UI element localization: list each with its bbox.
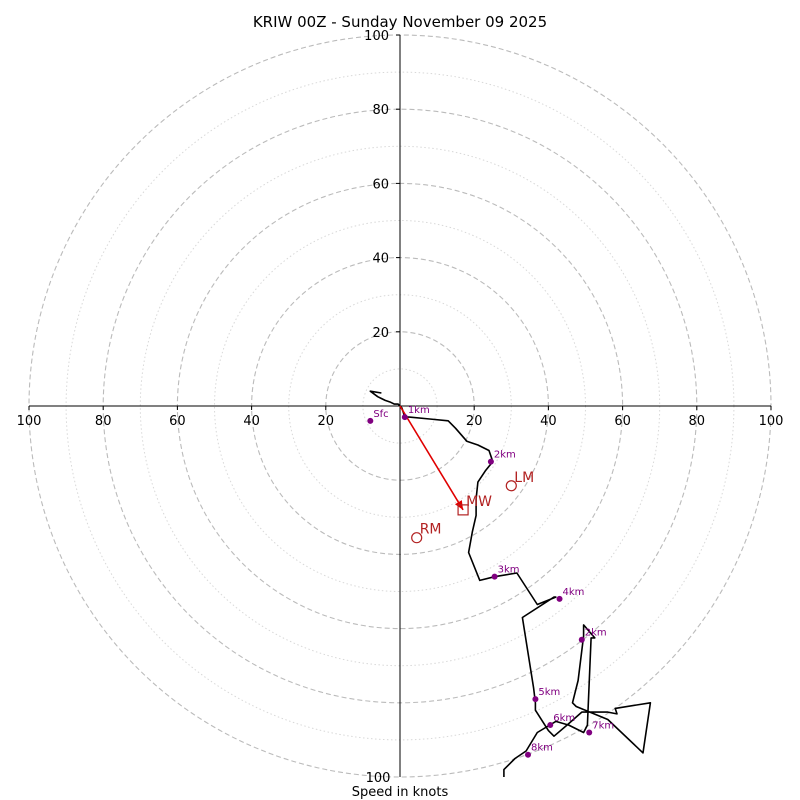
storm-motion-marker (457, 504, 469, 516)
tick-labels: 100 80 60 40 20 20 40 60 80 100 20 40 60 80 100 (17, 29, 784, 429)
storm-motion-markers: LM MW RM (411, 470, 534, 544)
height-marker-label: 6km (553, 713, 575, 724)
storm-motion-label: MW (466, 494, 492, 510)
storm-motion-label: LM (514, 470, 534, 486)
height-marker-dot (487, 458, 494, 465)
y-tick-label: 40 (372, 252, 389, 267)
x-axis-label: Speed in knots (352, 785, 449, 800)
storm-motion-marker (505, 480, 517, 492)
height-marker-dot (578, 636, 585, 643)
height-marker-dot (586, 729, 593, 736)
x-tick-label: 100 (17, 414, 42, 429)
height-marker-dot (556, 595, 563, 602)
height-marker-label: 3km (498, 565, 520, 576)
x-tick-label: 60 (614, 414, 631, 429)
height-marker-label: 8km (531, 743, 553, 754)
height-marker-dot (532, 696, 539, 703)
x-tick-label: 60 (169, 414, 186, 429)
height-marker-label: 2km (585, 628, 607, 639)
x-tick-label: 80 (689, 414, 706, 429)
height-marker-dot (401, 414, 408, 421)
height-marker-label: 4km (563, 587, 585, 598)
height-marker-label: Sfc (373, 409, 388, 420)
height-markers: Sfc 1km 2km 3km 4km 2km 5km 6km 7km 8km (367, 405, 614, 758)
x-tick-label: 20 (318, 414, 335, 429)
hodograph-line (369, 390, 652, 777)
chart-title: KRIW 00Z - Sunday November 09 2025 (253, 13, 547, 31)
x-tick-label: 20 (466, 414, 483, 429)
storm-motion-marker (411, 532, 423, 544)
storm-motion-label: RM (420, 522, 442, 538)
x-tick-label: 40 (540, 414, 557, 429)
height-marker-label: 5km (538, 687, 560, 698)
height-marker-dot (547, 722, 554, 729)
y-tick-label: 20 (372, 326, 389, 341)
x-tick-label: 80 (95, 414, 112, 429)
x-tick-label: 40 (243, 414, 260, 429)
y-tick-label-bottom: 100 (366, 771, 391, 786)
x-tick-label: 100 (759, 414, 784, 429)
hodograph-trace (369, 390, 652, 777)
height-marker-dot (367, 417, 374, 424)
height-marker-label: 1km (408, 405, 430, 416)
y-tick-label: 60 (372, 177, 389, 192)
height-marker-dot (491, 573, 498, 580)
height-marker-label: 7km (592, 720, 614, 731)
y-tick-label: 100 (364, 29, 389, 44)
height-marker-label: 2km (494, 450, 516, 461)
mean-wind-line (399, 405, 464, 511)
height-marker-dot (524, 751, 531, 758)
y-tick-label: 80 (372, 103, 389, 118)
